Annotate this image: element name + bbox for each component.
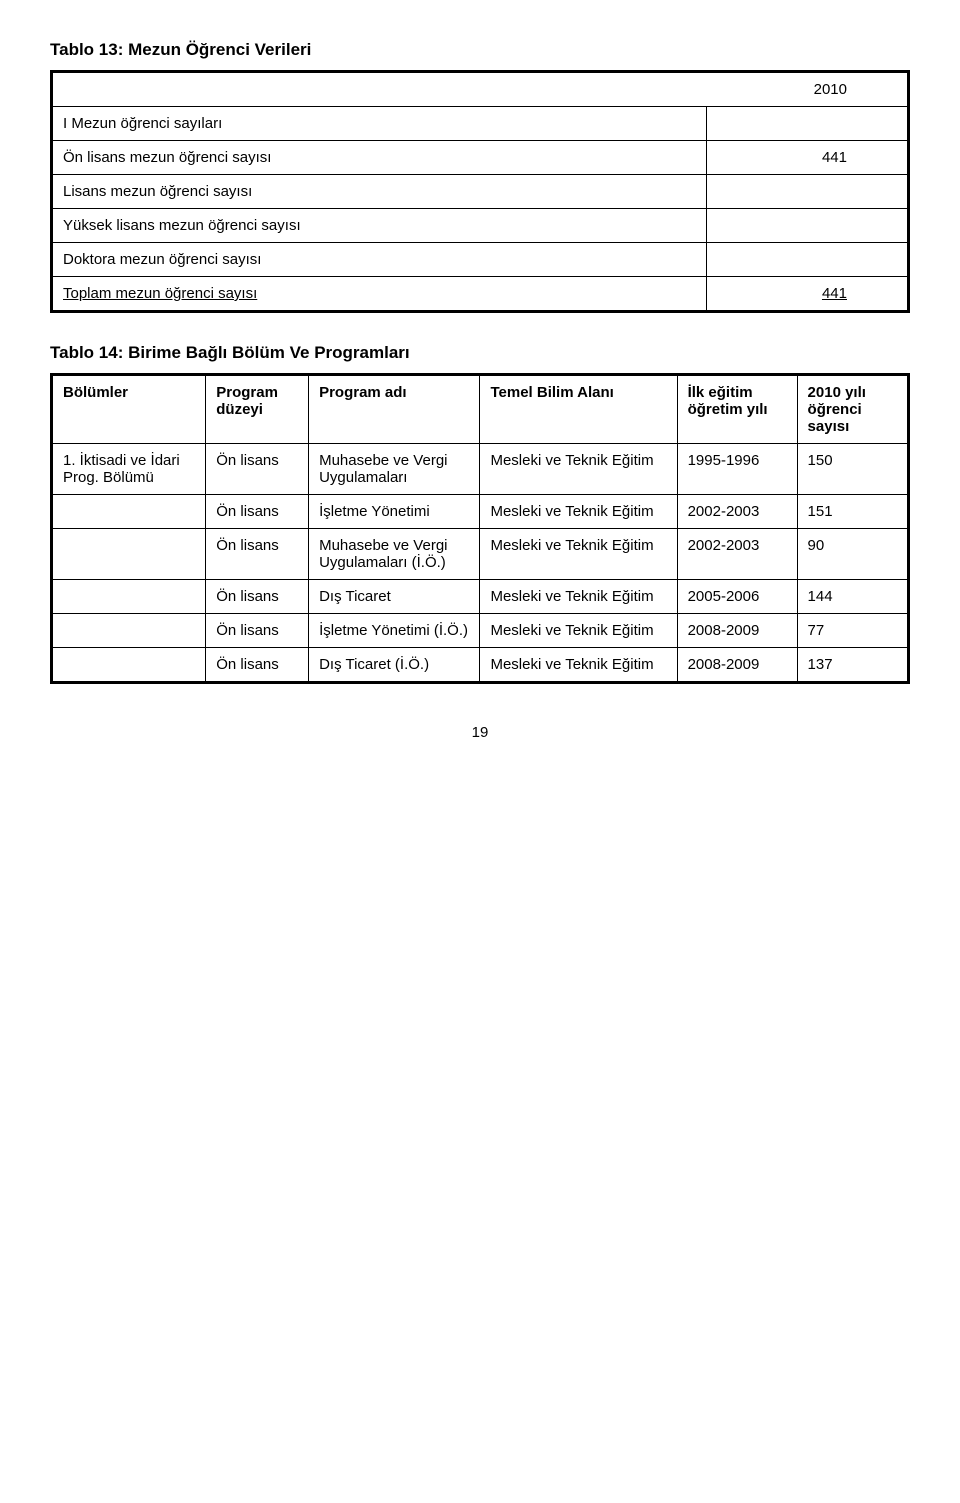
cell-bolum — [52, 580, 206, 614]
cell-sayi: 137 — [797, 648, 908, 683]
cell-yil: 1995-1996 — [677, 444, 797, 495]
page-number: 19 — [50, 724, 910, 741]
cell-temel: Mesleki ve Teknik Eğitim — [480, 495, 677, 529]
table13-row-value — [707, 209, 909, 243]
cell-program: İşletme Yönetimi — [309, 495, 480, 529]
cell-yil: 2005-2006 — [677, 580, 797, 614]
table13-row-label: Toplam mezun öğrenci sayısı — [52, 277, 707, 312]
cell-duzeyi: Ön lisans — [206, 614, 309, 648]
cell-temel: Mesleki ve Teknik Eğitim — [480, 580, 677, 614]
cell-duzeyi: Ön lisans — [206, 444, 309, 495]
table13-row-value — [707, 175, 909, 209]
table-row: Ön lisans Dış Ticaret (İ.Ö.) Mesleki ve … — [52, 648, 909, 683]
cell-yil: 2008-2009 — [677, 648, 797, 683]
table13-row-value: 441 — [707, 277, 909, 312]
table13-row-value: 441 — [707, 141, 909, 175]
cell-bolum — [52, 529, 206, 580]
table14-header-program-adi: Program adı — [309, 375, 480, 444]
cell-bolum — [52, 648, 206, 683]
table-row: Ön lisans İşletme Yönetimi Mesleki ve Te… — [52, 495, 909, 529]
table13-row-label: Ön lisans mezun öğrenci sayısı — [52, 141, 707, 175]
cell-duzeyi: Ön lisans — [206, 580, 309, 614]
table14: Bölümler Program düzeyi Program adı Teme… — [50, 373, 910, 684]
table13-row-label: Yüksek lisans mezun öğrenci sayısı — [52, 209, 707, 243]
table14-title: Tablo 14: Birime Bağlı Bölüm Ve Programl… — [50, 343, 910, 363]
cell-yil: 2002-2003 — [677, 495, 797, 529]
cell-sayi: 150 — [797, 444, 908, 495]
table13-row-value — [707, 243, 909, 277]
table-row: Ön lisans Dış Ticaret Mesleki ve Teknik … — [52, 580, 909, 614]
cell-sayi: 151 — [797, 495, 908, 529]
table14-header-temel: Temel Bilim Alanı — [480, 375, 677, 444]
cell-sayi: 77 — [797, 614, 908, 648]
cell-bolum — [52, 614, 206, 648]
cell-sayi: 90 — [797, 529, 908, 580]
cell-yil: 2008-2009 — [677, 614, 797, 648]
cell-program: Dış Ticaret — [309, 580, 480, 614]
cell-duzeyi: Ön lisans — [206, 495, 309, 529]
table13-row-label: I Mezun öğrenci sayıları — [52, 107, 707, 141]
cell-temel: Mesleki ve Teknik Eğitim — [480, 444, 677, 495]
table14-header-ogrenci: 2010 yılı öğrenci sayısı — [797, 375, 908, 444]
cell-sayi: 144 — [797, 580, 908, 614]
table13-row-label: Lisans mezun öğrenci sayısı — [52, 175, 707, 209]
cell-temel: Mesleki ve Teknik Eğitim — [480, 529, 677, 580]
table13-year: 2010 — [52, 72, 909, 107]
cell-program: Muhasebe ve Vergi Uygulamaları — [309, 444, 480, 495]
table14-header-bolumler: Bölümler — [52, 375, 206, 444]
table-row: Ön lisans Muhasebe ve Vergi Uygulamaları… — [52, 529, 909, 580]
cell-bolum: 1. İktisadi ve İdari Prog. Bölümü — [52, 444, 206, 495]
table13: 2010 I Mezun öğrenci sayıları Ön lisans … — [50, 70, 910, 313]
cell-yil: 2002-2003 — [677, 529, 797, 580]
cell-temel: Mesleki ve Teknik Eğitim — [480, 614, 677, 648]
cell-duzeyi: Ön lisans — [206, 529, 309, 580]
table-row: 1. İktisadi ve İdari Prog. Bölümü Ön lis… — [52, 444, 909, 495]
table13-title: Tablo 13: Mezun Öğrenci Verileri — [50, 40, 910, 60]
table13-row-value — [707, 107, 909, 141]
table14-header-duzeyi: Program düzeyi — [206, 375, 309, 444]
cell-temel: Mesleki ve Teknik Eğitim — [480, 648, 677, 683]
cell-program: Dış Ticaret (İ.Ö.) — [309, 648, 480, 683]
table-row: Ön lisans İşletme Yönetimi (İ.Ö.) Meslek… — [52, 614, 909, 648]
cell-program: Muhasebe ve Vergi Uygulamaları (İ.Ö.) — [309, 529, 480, 580]
table14-header-ilk-egitim: İlk eğitim öğretim yılı — [677, 375, 797, 444]
table13-row-label: Doktora mezun öğrenci sayısı — [52, 243, 707, 277]
cell-program: İşletme Yönetimi (İ.Ö.) — [309, 614, 480, 648]
cell-duzeyi: Ön lisans — [206, 648, 309, 683]
cell-bolum — [52, 495, 206, 529]
